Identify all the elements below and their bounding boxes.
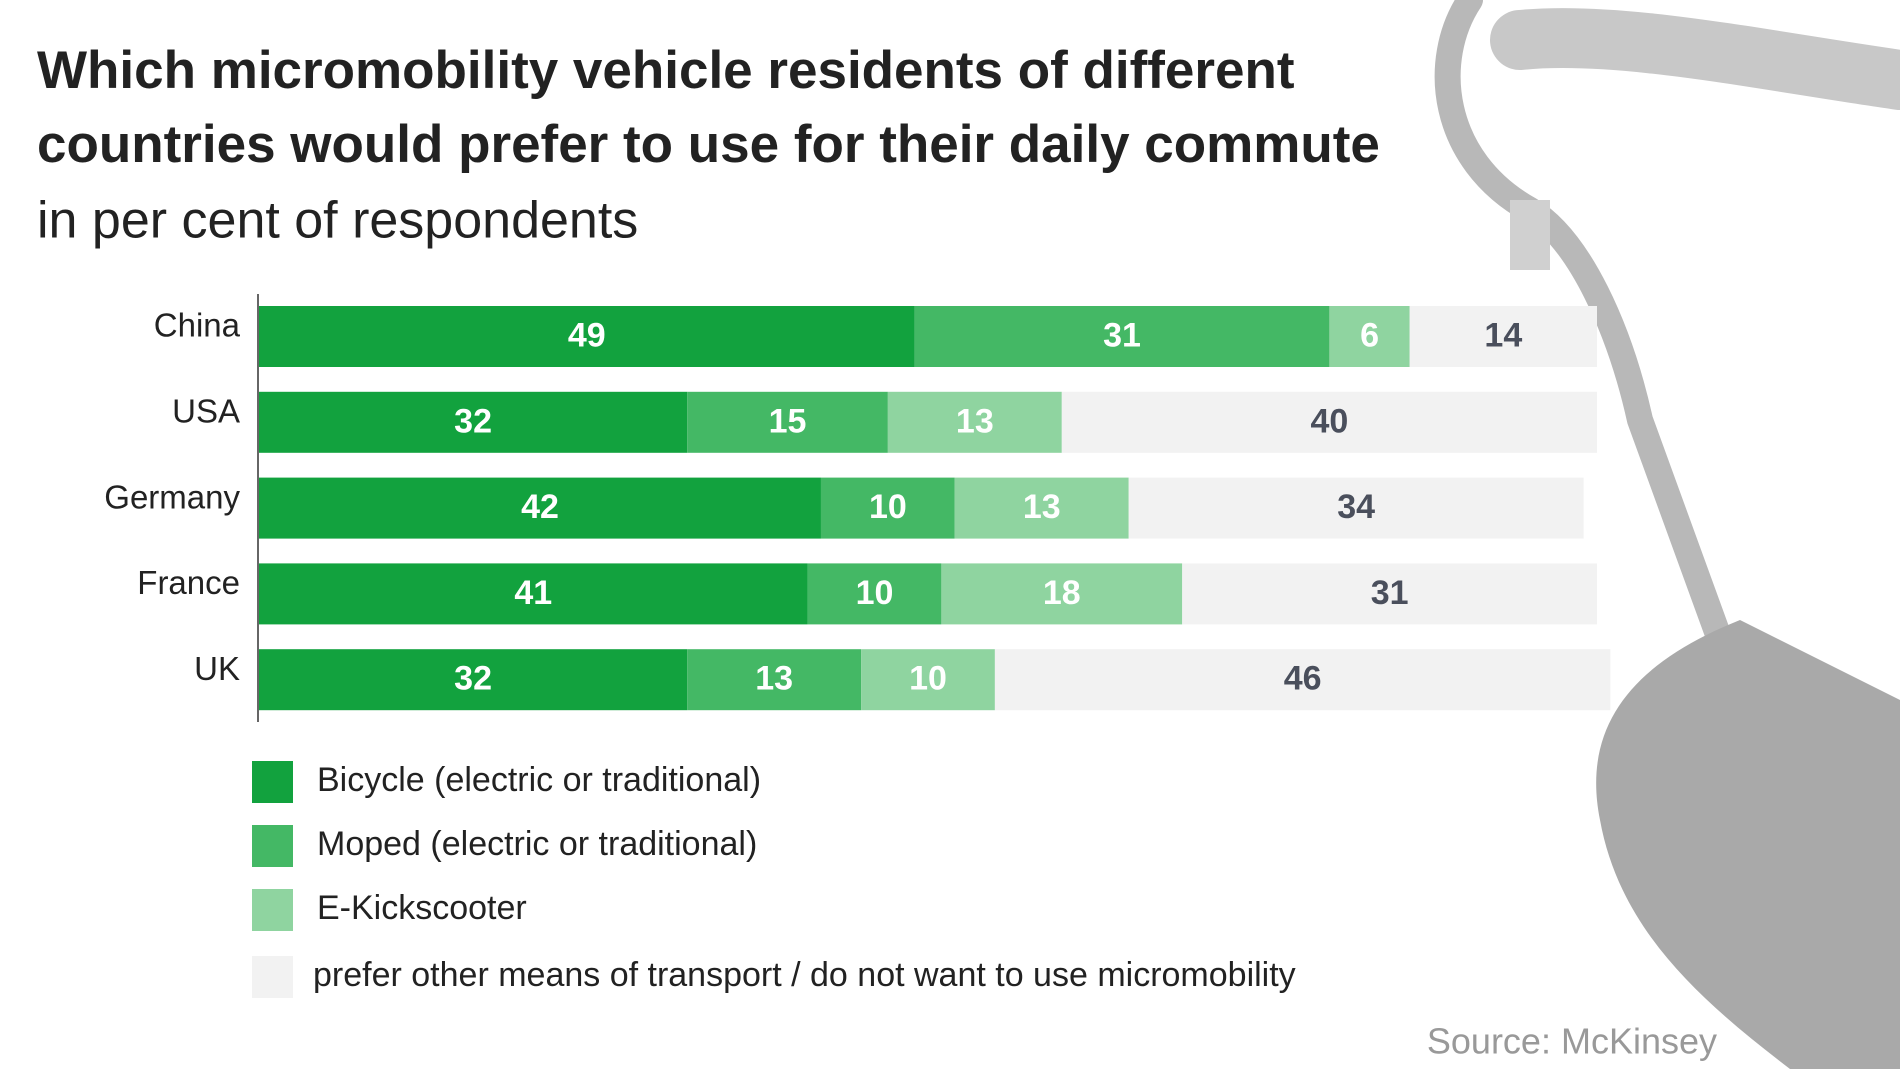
chart-subtitle: in per cent of respondents: [37, 192, 638, 250]
value-label: 13: [755, 660, 793, 698]
value-label: 49: [568, 316, 606, 354]
value-label: 34: [1337, 488, 1375, 526]
legend-label: E-Kickscooter: [317, 889, 527, 927]
legend-label: Moped (electric or traditional): [317, 825, 757, 863]
value-label: 14: [1484, 316, 1522, 354]
source: Source: McKinsey: [1427, 1021, 1717, 1062]
bar-segment: [259, 477, 821, 539]
bar-segment: [954, 477, 1129, 539]
bar-segment: [687, 649, 862, 711]
category-label: USA: [172, 393, 240, 430]
background-photo: [1434, 0, 1900, 1069]
value-label: 40: [1310, 402, 1348, 440]
bar-segment: [807, 563, 942, 625]
bar-segment: [259, 563, 808, 625]
chart-title: Which micromobility vehicle residents of…: [37, 41, 1295, 100]
value-label: 10: [856, 574, 894, 612]
bar-segment: [687, 391, 888, 453]
category-label: UK: [194, 650, 240, 687]
legend-label: Bicycle (electric or traditional): [317, 761, 761, 799]
bar-segment: [259, 306, 915, 367]
category-label: Germany: [104, 478, 240, 515]
value-label: 41: [514, 574, 552, 612]
legend-label: prefer other means of transport / do not…: [313, 956, 1296, 994]
value-label: 6: [1360, 316, 1379, 354]
value-label: 15: [769, 402, 807, 440]
value-label: 46: [1284, 660, 1322, 698]
bar-segment: [259, 391, 688, 453]
value-label: 31: [1371, 574, 1409, 612]
value-label: 10: [909, 660, 947, 698]
bar-segment: [994, 649, 1611, 711]
legend-swatch: [252, 956, 293, 998]
category-label: China: [154, 307, 241, 344]
legend-swatch: [252, 825, 293, 867]
bar-segment: [861, 649, 995, 711]
chart-title: countries would prefer to use for their …: [37, 115, 1380, 174]
value-label: 13: [1023, 488, 1061, 526]
bar-segment: [820, 477, 955, 539]
value-label: 42: [521, 488, 559, 526]
value-label: 13: [956, 402, 994, 440]
bar-segment: [1061, 391, 1597, 453]
value-label: 32: [454, 402, 492, 440]
value-label: 32: [454, 660, 492, 698]
bar-segment: [1182, 563, 1597, 625]
bar-segment: [259, 649, 688, 711]
bar-segment: [1329, 306, 1410, 367]
bar-segment: [914, 306, 1330, 367]
bar-segment: [887, 391, 1062, 453]
category-label: France: [137, 564, 240, 601]
value-label: 18: [1043, 574, 1081, 612]
bar-segment: [1409, 306, 1597, 367]
legend-swatch: [252, 761, 293, 803]
bar-segment: [1128, 477, 1584, 539]
bar-segment: [941, 563, 1183, 625]
value-label: 10: [869, 488, 907, 526]
legend-swatch: [252, 889, 293, 931]
value-label: 31: [1103, 316, 1141, 354]
